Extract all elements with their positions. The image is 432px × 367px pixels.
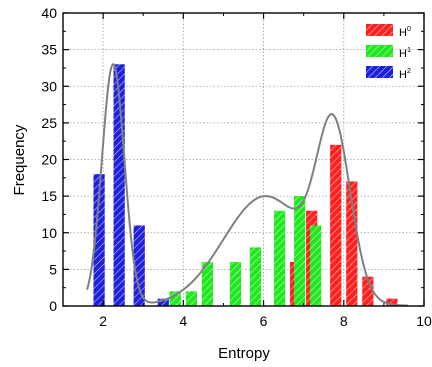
y-tick-label: 20 <box>41 152 57 168</box>
y-tick-label: 15 <box>41 188 57 204</box>
bar-h1 <box>229 262 242 306</box>
bar-h2 <box>113 64 125 307</box>
x-axis-title: Entropy <box>218 345 270 362</box>
bar-h2 <box>157 298 169 306</box>
legend-label-h0: H0 <box>399 26 411 39</box>
legend-series-name: H <box>399 27 407 39</box>
bar-h1 <box>273 210 286 306</box>
y-tick-label: 5 <box>49 261 57 277</box>
bar-h1 <box>294 196 306 306</box>
y-tick-label: 40 <box>41 5 57 21</box>
y-tick-label: 35 <box>41 42 57 58</box>
legend-swatch-h2 <box>366 66 393 78</box>
bar-h1 <box>185 291 197 306</box>
legend-series-superscript: 1 <box>407 47 411 54</box>
x-tick-label: 4 <box>179 313 187 329</box>
bar-h2 <box>93 174 105 306</box>
legend-swatch-h0 <box>366 24 393 36</box>
y-tick-label: 10 <box>41 225 57 241</box>
x-tick-label: 6 <box>260 313 268 329</box>
legend-series-name: H <box>399 48 407 60</box>
fit-curves <box>86 63 408 307</box>
x-tick-label: 2 <box>99 313 107 329</box>
bar-h0 <box>386 298 398 306</box>
bar-h0 <box>362 276 374 306</box>
legend-label-h1: H1 <box>399 47 411 60</box>
fit-curve <box>86 63 408 307</box>
legend-series-superscript: 2 <box>407 68 411 75</box>
x-tick-label: 10 <box>416 313 432 329</box>
x-tick-label: 8 <box>340 313 348 329</box>
y-tick-label: 25 <box>41 115 57 131</box>
bar-h0 <box>330 144 342 306</box>
y-tick-label: 0 <box>49 298 57 314</box>
bars <box>93 64 398 307</box>
y-axis-title: Frequency <box>11 124 28 195</box>
bar-h1 <box>249 247 262 306</box>
legend-label-h2: H2 <box>399 68 411 81</box>
bar-h1 <box>169 291 181 306</box>
bar-h1 <box>201 262 214 306</box>
y-tick-label: 30 <box>41 78 57 94</box>
legend-series-name: H <box>399 69 407 81</box>
bar-h0 <box>346 181 358 306</box>
bar-h1 <box>310 225 322 306</box>
legend-swatch-h1 <box>366 45 393 57</box>
legend-series-superscript: 0 <box>407 26 411 33</box>
bar-h2 <box>133 225 145 306</box>
